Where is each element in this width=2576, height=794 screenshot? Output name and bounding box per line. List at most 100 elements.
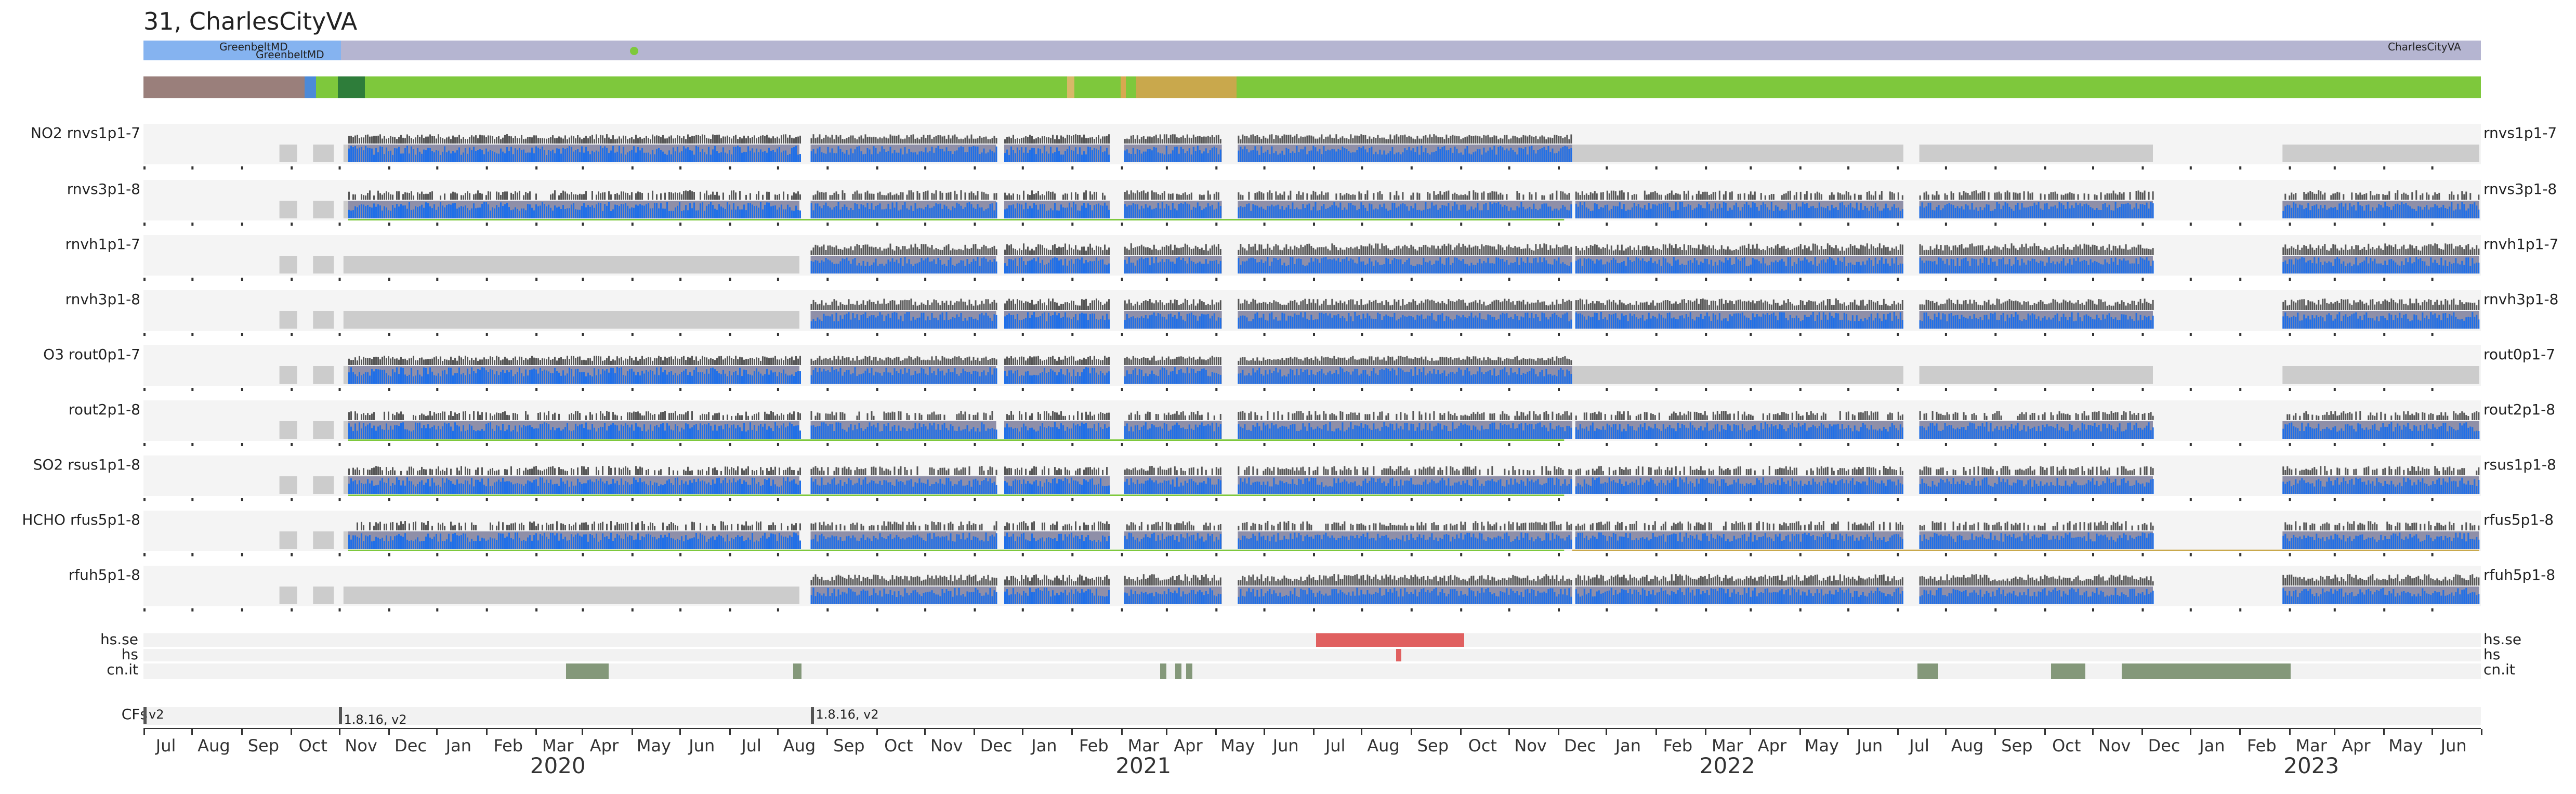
data-bar: [2060, 261, 2062, 274]
data-bar: [1267, 205, 1269, 218]
data-bar: [1310, 210, 1312, 218]
data-bar-upper: [1077, 135, 1079, 144]
data-bar-upper: [1677, 193, 1679, 200]
data-bar: [777, 148, 778, 162]
data-bar: [2299, 204, 2301, 218]
data-bar-upper: [2013, 192, 2015, 200]
row-tick: [1750, 166, 1752, 170]
data-bar: [544, 150, 545, 162]
data-bar-upper: [1612, 250, 1614, 255]
data-bar: [720, 206, 722, 218]
data-bar-upper: [1310, 246, 1312, 255]
data-bar-upper: [1527, 244, 1529, 255]
data-bar-upper: [1327, 249, 1329, 255]
data-bar: [793, 211, 795, 218]
data-bar-upper: [1263, 249, 1265, 255]
row-tick: [1508, 278, 1510, 281]
data-bar: [835, 264, 837, 274]
data-bar: [2008, 206, 2010, 218]
data-bar-upper: [939, 305, 941, 310]
data-bar: [2089, 207, 2092, 218]
data-bar: [1495, 154, 1497, 162]
data-bar: [2010, 266, 2013, 274]
data-bar: [1410, 150, 1412, 162]
data-bar-upper: [2289, 195, 2291, 200]
data-bar-upper: [569, 194, 570, 200]
data-bar: [2031, 258, 2033, 274]
row-tick: [1263, 223, 1266, 226]
data-bar-upper: [970, 304, 972, 310]
data-bar-upper: [2094, 245, 2096, 255]
data-bar: [1942, 261, 1944, 274]
data-bar-upper: [825, 135, 827, 144]
data-bar-upper: [1969, 195, 1971, 200]
data-bar-upper: [860, 248, 862, 255]
data-bar: [1008, 205, 1010, 218]
data-bar: [1201, 314, 1203, 329]
data-bar: [1779, 210, 1781, 218]
data-bar-upper: [2478, 249, 2480, 255]
data-bar-upper: [970, 134, 972, 144]
data-bar-upper: [2316, 193, 2318, 200]
data-bar-upper: [1010, 244, 1012, 255]
data-bar-upper: [1021, 138, 1022, 144]
data-bar: [981, 152, 983, 162]
data-bar: [2121, 260, 2123, 274]
data-bar: [1531, 263, 1533, 274]
data-bar-upper: [1172, 193, 1174, 200]
data-bar: [1656, 205, 1658, 218]
data-bar-upper: [668, 136, 670, 144]
data-bar-upper: [2131, 247, 2133, 255]
data-bar-upper: [1176, 193, 1178, 200]
data-bar: [1017, 203, 1018, 218]
data-bar-upper: [1364, 304, 1366, 310]
data-bar: [1019, 150, 1020, 162]
data-bar: [2353, 205, 2355, 218]
data-bar: [1396, 259, 1398, 274]
data-bar: [1073, 317, 1074, 329]
data-bar: [879, 312, 881, 329]
data-bar-upper: [2054, 191, 2056, 200]
data-bar-upper: [860, 135, 862, 144]
data-bar-upper: [893, 300, 896, 310]
data-bar: [1250, 257, 1252, 274]
data-bar: [1190, 261, 1192, 274]
data-bar: [937, 257, 939, 274]
data-bar: [1533, 203, 1535, 218]
data-bar-upper: [1242, 303, 1244, 310]
data-bar: [1302, 149, 1304, 162]
data-bar: [2293, 264, 2295, 274]
data-bar: [1876, 264, 1878, 274]
data-bar: [2422, 210, 2424, 218]
data-bar: [1130, 317, 1132, 329]
data-bar: [1213, 210, 1215, 218]
data-bar: [2411, 263, 2413, 274]
data-bar: [829, 316, 831, 329]
data-bar-upper: [762, 135, 764, 144]
data-bar: [702, 149, 703, 162]
data-bar: [1799, 261, 1802, 274]
data-bar-upper: [2137, 190, 2139, 200]
data-bar: [2332, 207, 2334, 218]
data-bar: [354, 206, 356, 218]
data-bar-upper: [1180, 195, 1182, 200]
data-bar-upper: [421, 191, 423, 200]
data-bar-upper: [438, 134, 439, 144]
data-bar-upper: [2139, 244, 2141, 255]
data-bar: [2075, 261, 2077, 274]
data-bar: [1083, 314, 1085, 329]
data-bar-upper: [1487, 305, 1489, 310]
data-bar-upper: [1931, 250, 1934, 255]
data-bar-upper: [1062, 136, 1064, 144]
row-tick: [974, 223, 976, 226]
data-bar: [473, 147, 475, 162]
data-bar-upper: [500, 194, 502, 200]
data-bar: [1215, 259, 1217, 274]
data-bar: [912, 152, 914, 162]
data-bar-upper: [1329, 305, 1331, 310]
data-bar: [542, 202, 543, 218]
data-bar: [1042, 259, 1043, 274]
data-bar-upper: [921, 244, 923, 255]
data-bar: [1656, 264, 1658, 274]
data-bar: [833, 321, 835, 329]
